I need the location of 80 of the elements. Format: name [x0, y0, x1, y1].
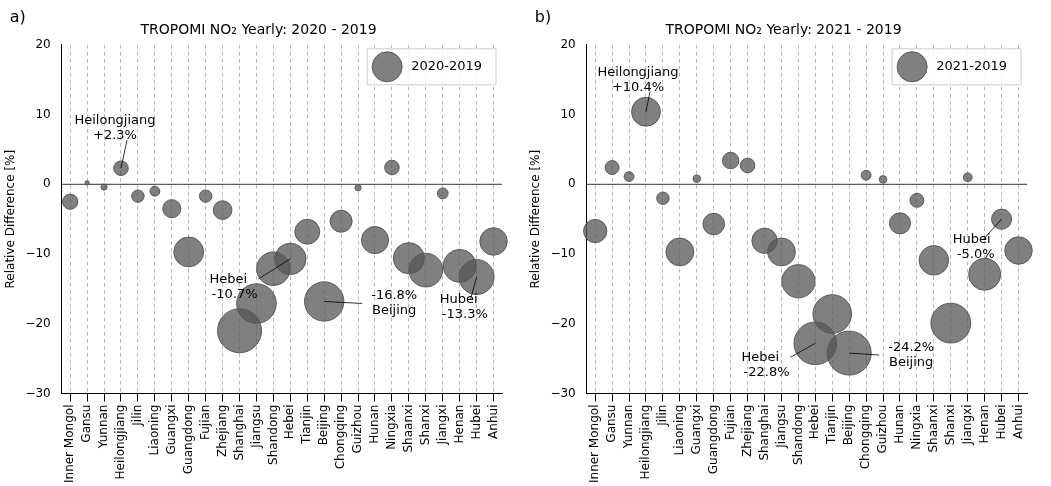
x-tick-label: Anhui — [1010, 404, 1025, 439]
x-tick-label: Guizhou — [875, 404, 890, 454]
y-tick-label: 20 — [35, 36, 51, 51]
x-tick-label: Henan — [451, 404, 466, 444]
x-tick-label: Gansu — [604, 404, 619, 443]
x-tick-label: Tianjin — [299, 404, 314, 446]
y-axis-title: Relative Difference [%] — [3, 149, 18, 289]
x-tick-label: Hubei — [993, 404, 1008, 440]
text: b) — [534, 7, 552, 26]
x-tick-label: Shanxi — [942, 404, 957, 446]
y-tick-label: −10 — [25, 246, 51, 261]
x-tick-label: Hunan — [892, 404, 907, 444]
x-tick-label: Guangxi — [688, 404, 703, 455]
x-tick-label: Beijing — [841, 404, 856, 446]
x-tick-label: Shanghai — [231, 404, 246, 461]
x-tick-label: Yunnan — [96, 404, 111, 450]
x-tick-label: Fujian — [197, 404, 212, 441]
x-tick-label: Ningxia — [909, 404, 924, 450]
y-tick-label: −20 — [25, 315, 51, 330]
x-tick-label: Henan — [976, 404, 991, 444]
annotation: Hebei -10.7% — [199, 270, 258, 301]
x-tick-label: Hubei — [468, 404, 483, 440]
x-tick-label: Zhejiang — [214, 404, 229, 457]
chart-title: TROPOMI NO₂ Yearly: 2021 - 2019 — [664, 21, 902, 38]
x-tick-label: Zhejiang — [739, 404, 754, 457]
x-tick-label: Shanxi — [417, 404, 432, 446]
x-tick-label: Heilongjiang — [113, 404, 128, 480]
annotation: Hubei -5.0% — [948, 231, 995, 262]
x-tick-label: Guizhou — [350, 404, 365, 454]
x-tick-label: Guangdong — [705, 404, 720, 475]
x-tick-label: Guangxi — [163, 404, 178, 455]
x-tick-label: Heilongjiang — [638, 404, 653, 480]
x-tick-label: Jiangsu — [773, 404, 788, 449]
x-tick-label: Shaanxi — [400, 404, 415, 453]
x-tick-label: Shanghai — [756, 404, 771, 461]
y-tick-label: −30 — [25, 385, 51, 400]
text: a) — [9, 7, 26, 26]
legend-label: 2020-2019 — [411, 58, 482, 74]
x-tick-label: Shaanxi — [925, 404, 940, 453]
x-tick-label: Chongqing — [333, 404, 348, 470]
annotation: -24.2% Beijing — [888, 338, 935, 369]
x-tick-label: Beijing — [316, 404, 331, 446]
x-tick-label: Jilin — [655, 404, 670, 427]
x-tick-label: Jiangsu — [248, 404, 263, 449]
y-tick-label: 20 — [560, 36, 576, 51]
y-tick-label: 0 — [43, 176, 51, 191]
legend-label: 2021-2019 — [936, 58, 1007, 74]
x-tick-label: Liaoning — [146, 404, 161, 456]
x-tick-label: Guangdong — [180, 404, 195, 475]
annotation: Hubei -13.3% — [429, 290, 488, 321]
x-tick-label: Hebei — [282, 404, 297, 440]
x-tick-label: Fujian — [722, 404, 737, 441]
x-tick-label: Jiangxi — [959, 404, 974, 446]
y-tick-label: 0 — [568, 176, 576, 191]
x-tick-label: Hunan — [367, 404, 382, 444]
annotation: Heilongjiang +10.4% — [597, 63, 679, 94]
y-tick-label: −20 — [550, 315, 576, 330]
annotation: Hebei -22.8% — [731, 349, 790, 380]
x-tick-label: Anhui — [485, 404, 500, 439]
y-tick-label: −10 — [550, 246, 576, 261]
x-tick-label: Inner Mongol — [587, 404, 602, 484]
y-tick-label: 10 — [560, 106, 576, 121]
y-tick-label: −30 — [550, 385, 576, 400]
y-axis-title: Relative Difference [%] — [528, 149, 543, 289]
y-tick-label: 10 — [35, 106, 51, 121]
x-tick-label: Yunnan — [621, 404, 636, 450]
chart-title: TROPOMI NO₂ Yearly: 2020 - 2019 — [139, 21, 377, 38]
x-tick-label: Shandong — [790, 404, 805, 465]
x-tick-label: Shandong — [265, 404, 280, 465]
annotation: -16.8% Beijing — [371, 287, 418, 318]
x-tick-label: Jilin — [130, 404, 145, 427]
x-tick-label: Ningxia — [384, 404, 399, 450]
x-tick-label: Gansu — [79, 404, 94, 443]
x-tick-label: Liaoning — [671, 404, 686, 456]
x-tick-label: Inner Mongol — [62, 404, 77, 484]
x-tick-label: Hebei — [807, 404, 822, 440]
annotation: Heilongjiang +2.3% — [74, 112, 156, 143]
x-tick-label: Chongqing — [858, 404, 873, 470]
x-tick-label: Jiangxi — [434, 404, 449, 446]
x-tick-label: Tianjin — [824, 404, 839, 446]
